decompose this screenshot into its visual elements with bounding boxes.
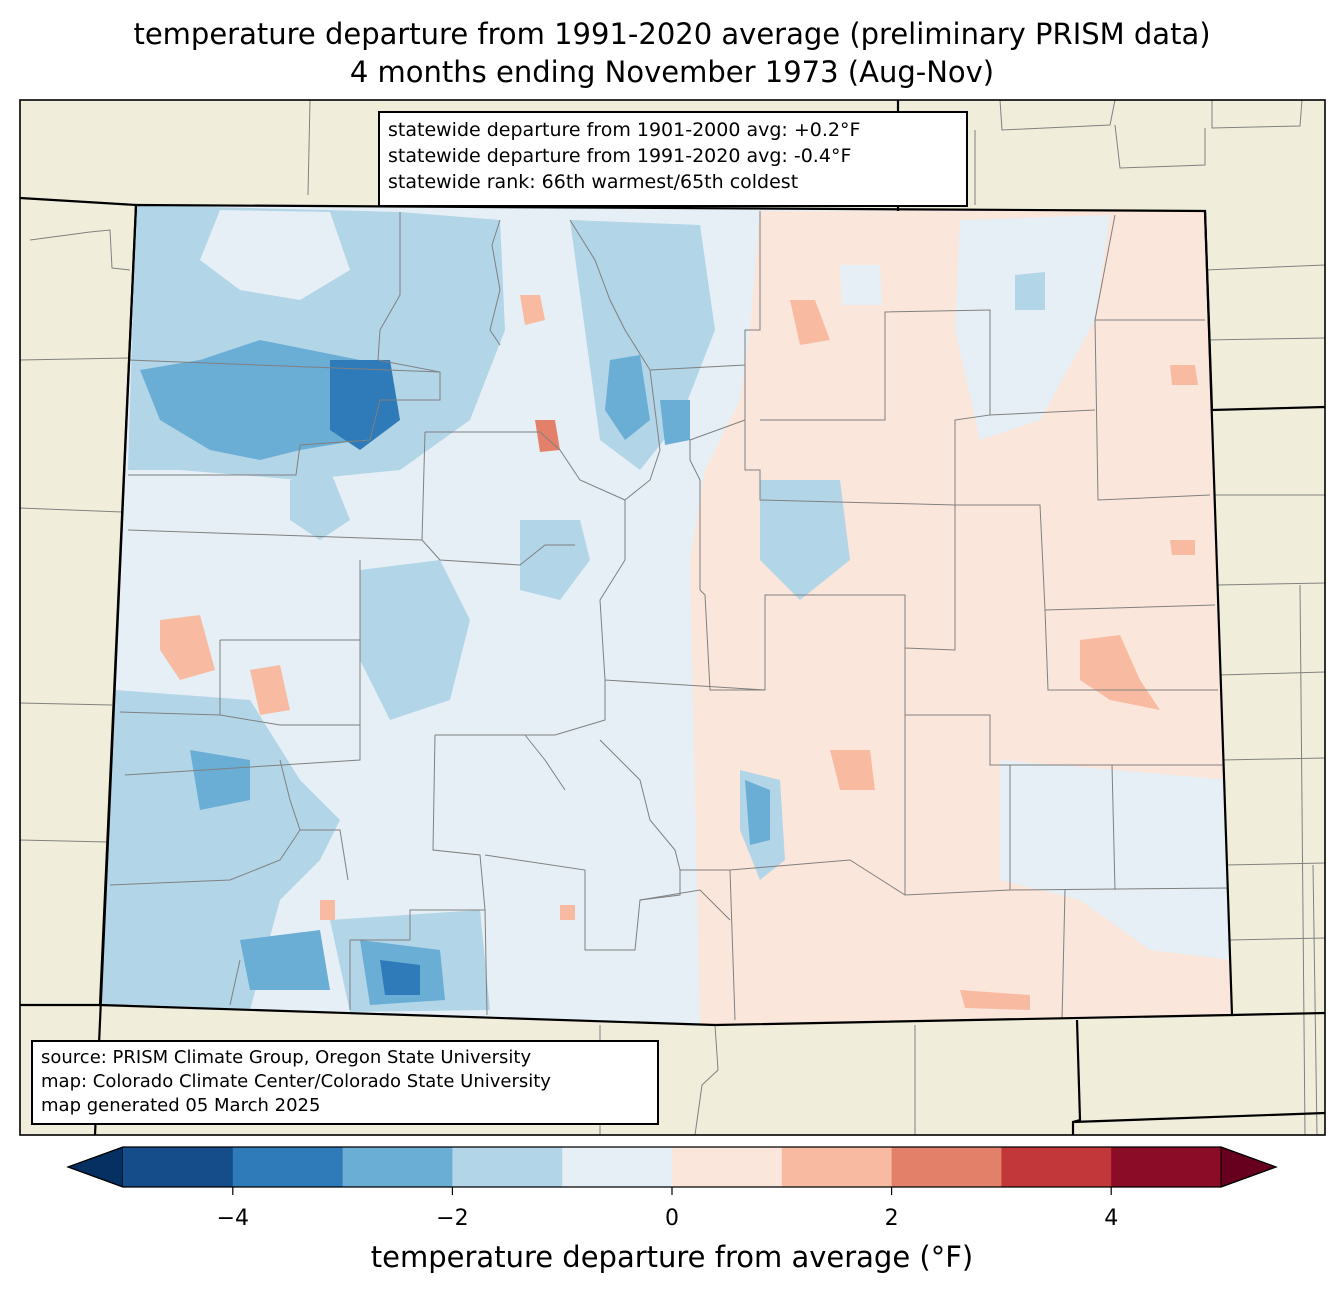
state-borders xyxy=(20,100,1325,1135)
county-lines xyxy=(109,211,1231,1021)
colorbar-segment xyxy=(562,1147,673,1187)
colorbar-tick-label: 2 xyxy=(884,1206,899,1231)
colorbar-segment xyxy=(1111,1147,1222,1187)
colorbar-outline xyxy=(66,1146,1278,1188)
colorbar xyxy=(66,1146,1278,1195)
colorbar-extend-high xyxy=(1220,1146,1278,1188)
colorbar-segment xyxy=(232,1147,344,1187)
colorbar-extend-low xyxy=(66,1146,124,1188)
stats-line-1: statewide departure from 1901-2000 avg: … xyxy=(388,119,861,141)
statewide-stats-box: statewide departure from 1901-2000 avg: … xyxy=(378,111,968,207)
map-title-line-2: 4 months ending November 1973 (Aug-Nov) xyxy=(349,55,995,89)
colorbar-tick-label: 4 xyxy=(1104,1206,1119,1231)
temperature-field xyxy=(100,205,1232,1025)
source-line-1: source: PRISM Climate Group, Oregon Stat… xyxy=(41,1047,532,1068)
map-frame xyxy=(19,99,1326,1136)
map-title-line-1: temperature departure from 1991-2020 ave… xyxy=(133,17,1211,51)
neighbor-county-lines xyxy=(20,100,1325,1135)
map-area xyxy=(20,100,1325,1135)
colorbar-segment xyxy=(452,1147,563,1187)
source-line-2: map: Colorado Climate Center/Colorado St… xyxy=(41,1071,551,1092)
colorbar-tick-label: −4 xyxy=(216,1206,250,1231)
colorbar-segment xyxy=(672,1147,783,1187)
stats-line-2: statewide departure from 1991-2020 avg: … xyxy=(388,145,852,167)
colorbar-segment xyxy=(781,1147,893,1187)
source-line-3: map generated 05 March 2025 xyxy=(41,1095,321,1116)
colorbar-title: temperature departure from average (°F) xyxy=(370,1240,974,1274)
colorbar-segment xyxy=(342,1147,453,1187)
stats-line-3: statewide rank: 66th warmest/65th coldes… xyxy=(388,171,799,193)
source-credits-box: source: PRISM Climate Group, Oregon Stat… xyxy=(31,1040,659,1125)
colorbar-tick-label: 0 xyxy=(665,1206,679,1231)
colorbar-tick-label: −2 xyxy=(436,1206,469,1231)
colorbar-segment xyxy=(1001,1147,1112,1187)
colorbar-segment xyxy=(891,1147,1002,1187)
colorbar-segment xyxy=(123,1147,234,1187)
